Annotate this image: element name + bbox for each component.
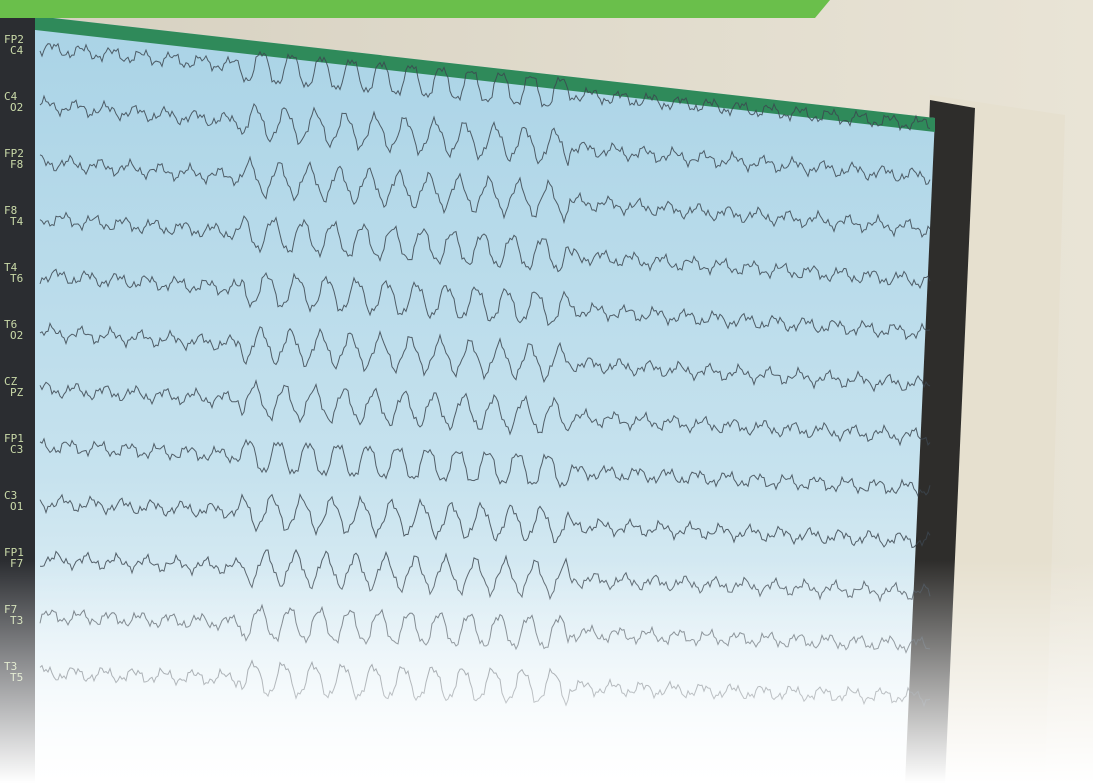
header-banner <box>0 0 830 18</box>
eeg-trace <box>39 94 931 186</box>
channel-label-top: FP1 <box>4 546 24 559</box>
eeg-trace <box>39 322 931 393</box>
channel-label-top: C3 <box>4 489 17 502</box>
channel-label-bottom: T6 <box>10 272 23 285</box>
channel-label-top: FP2 <box>4 147 24 160</box>
eeg-trace <box>39 154 931 239</box>
channel-label-top: F8 <box>4 204 17 217</box>
channel-label-top: FP2 <box>4 33 24 46</box>
channel-label-bottom: F8 <box>10 158 23 171</box>
eeg-trace <box>39 268 931 341</box>
channel-label-bottom: PZ <box>10 386 24 399</box>
channel-label-bottom: T4 <box>10 215 24 228</box>
eeg-trace <box>39 211 931 290</box>
channel-label-top: CZ <box>4 375 18 388</box>
channel-label-top: T6 <box>4 318 17 331</box>
channel-label-bottom: C4 <box>10 44 24 57</box>
channel-label-top: FP1 <box>4 432 24 445</box>
channel-label-top: T4 <box>4 261 18 274</box>
channel-label-bottom: O2 <box>10 101 23 114</box>
eeg-trace <box>39 42 931 132</box>
fade-overlay <box>0 560 1093 783</box>
channel-label-bottom: O1 <box>10 500 23 513</box>
eeg-trace <box>39 379 931 447</box>
eeg-trace <box>39 492 931 549</box>
channel-label-bottom: C3 <box>10 443 23 456</box>
channel-label-bottom: O2 <box>10 329 23 342</box>
eeg-trace <box>39 437 931 498</box>
channel-label-top: C4 <box>4 90 18 103</box>
